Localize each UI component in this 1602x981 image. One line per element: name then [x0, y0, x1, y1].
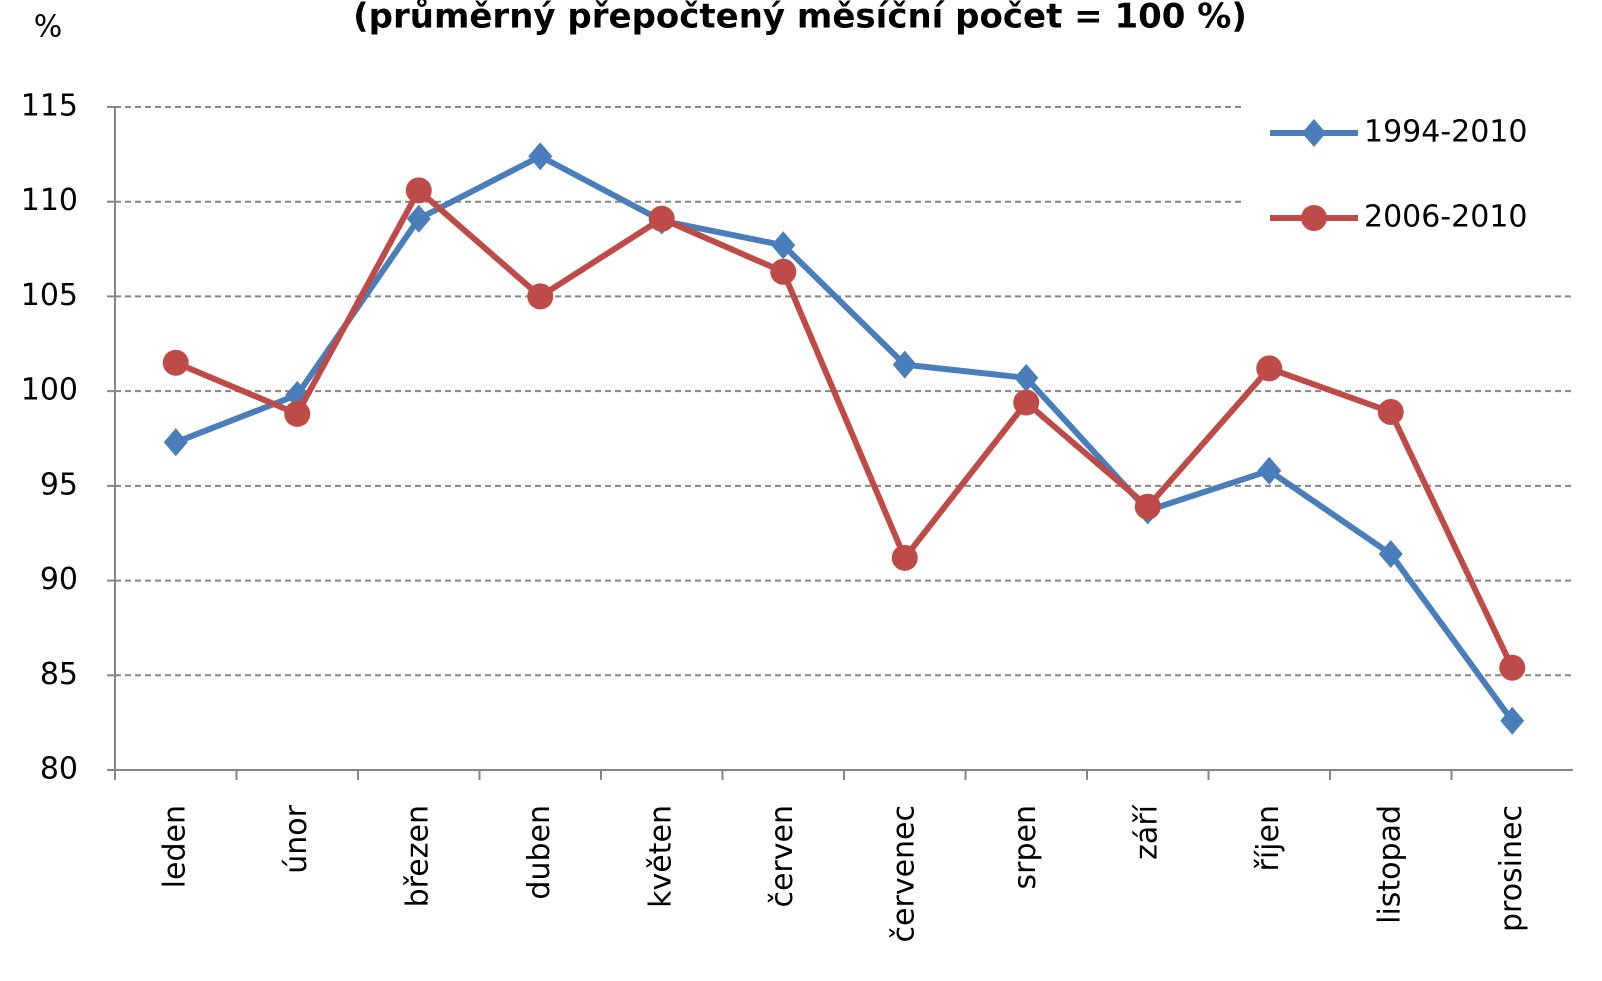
marker — [892, 350, 917, 379]
marker — [1257, 456, 1282, 485]
x-tick-label: říjen — [1251, 805, 1286, 871]
y-tick-label: 115 — [21, 89, 78, 124]
legend-marker — [1302, 119, 1326, 147]
marker — [1378, 540, 1403, 569]
marker — [1013, 389, 1040, 416]
legend-label: 1994-2010 — [1364, 115, 1528, 150]
x-tick-label: červenec — [886, 805, 921, 942]
marker — [527, 283, 554, 310]
marker — [1377, 398, 1404, 425]
x-tick-label: prosinec — [1494, 805, 1529, 932]
series-line — [174, 187, 1515, 669]
marker — [1134, 493, 1161, 520]
marker — [1256, 355, 1283, 382]
legend-marker — [1301, 205, 1327, 231]
legend-background — [1242, 95, 1602, 265]
x-tick-label: květen — [643, 805, 678, 908]
y-tick-label: 90 — [40, 562, 78, 597]
x-tick-label: únor — [279, 804, 314, 873]
chart-title: (průměrný přepočtený měsíční počet = 100… — [353, 0, 1247, 37]
marker — [1500, 706, 1525, 735]
y-tick-label: 100 — [21, 373, 78, 408]
x-tick-label: duben — [522, 805, 557, 900]
marker — [528, 142, 553, 171]
marker — [163, 428, 188, 457]
y-tick-label: 85 — [40, 657, 78, 692]
marker — [1499, 654, 1526, 681]
marker — [770, 258, 797, 285]
legend-label: 2006-2010 — [1364, 200, 1528, 235]
y-tick-label: 80 — [40, 752, 78, 787]
x-tick-label: leden — [157, 805, 192, 888]
series-line — [174, 153, 1515, 723]
y-axis-label: % — [34, 10, 63, 45]
y-tick-label: 110 — [21, 183, 78, 218]
marker — [771, 231, 796, 260]
marker — [406, 204, 431, 233]
marker — [405, 177, 432, 204]
marker — [891, 544, 918, 571]
x-tick-label: březen — [400, 805, 435, 907]
x-tick-label: září — [1129, 803, 1164, 859]
marker — [648, 205, 675, 232]
y-tick-label: 95 — [40, 467, 78, 502]
marker — [1014, 363, 1039, 392]
marker — [162, 349, 189, 376]
y-tick-label: 105 — [21, 278, 78, 313]
x-tick-label: srpen — [1008, 805, 1043, 889]
marker — [284, 400, 311, 427]
x-tick-label: listopad — [1372, 805, 1407, 924]
x-tick-label: červen — [765, 805, 800, 908]
